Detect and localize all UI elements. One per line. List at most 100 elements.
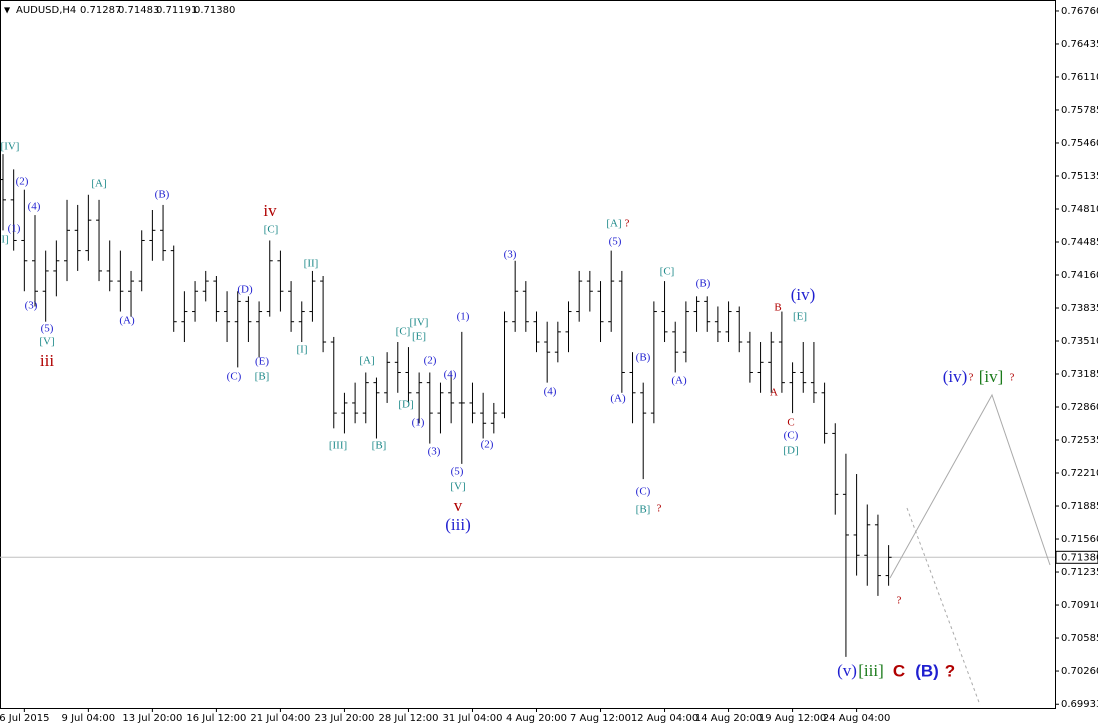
- wave-label: ?: [1010, 372, 1015, 384]
- wave-label: I]: [1, 234, 8, 246]
- wave-label: (iii): [445, 515, 471, 534]
- y-tick-label: 0.71885: [1061, 501, 1098, 512]
- x-tick-label: 14 Aug 20:00: [695, 713, 762, 724]
- wave-label: [III]: [329, 440, 347, 452]
- wave-label: (5): [41, 323, 54, 335]
- y-tick-label: 0.71235: [1061, 567, 1098, 578]
- triangle: ▼: [4, 6, 11, 15]
- x-tick-label: 4 Aug 20:00: [506, 713, 567, 724]
- header-price: 0.71287: [80, 5, 121, 16]
- x-tick-label: 7 Aug 12:00: [570, 713, 631, 724]
- wave-label: [IV]: [1, 141, 20, 153]
- wave-label: [I]: [297, 344, 308, 356]
- wave-label: iv: [263, 201, 277, 220]
- y-tick-label: 0.75135: [1061, 171, 1098, 182]
- wave-label: [V]: [39, 336, 54, 348]
- wave-label: (3): [428, 446, 441, 458]
- wave-label: [A]: [606, 218, 621, 230]
- wave-labels: [IV]I](1)(2)(4)(3)(5)[V]iii[A](A)(B)iv[C…: [1, 141, 1015, 681]
- wave-label: ?: [897, 595, 902, 607]
- x-tick-label: 19 Aug 12:00: [759, 713, 826, 724]
- wave-label: [B]: [372, 440, 387, 452]
- wave-label: [E]: [793, 311, 807, 323]
- wave-label: (A): [610, 393, 626, 405]
- y-tick-label: 0.70585: [1061, 633, 1098, 644]
- wave-label: (1): [457, 311, 470, 323]
- wave-label: [iv]: [979, 367, 1004, 386]
- wave-label: v: [454, 496, 463, 515]
- symbol: AUDUSD,H4: [16, 5, 76, 16]
- wave-label: (C): [784, 430, 799, 442]
- wave-label: [D]: [398, 399, 413, 411]
- wave-label: (D): [237, 284, 253, 296]
- wave-label: [A]: [359, 355, 374, 367]
- wave-label: [IV]: [410, 317, 429, 329]
- projection-dashed: [906, 507, 981, 706]
- x-tick-label: 6 Jul 2015: [0, 713, 49, 724]
- wave-label: [D]: [783, 445, 798, 457]
- wave-label: [C]: [396, 326, 411, 338]
- wave-label: (B): [696, 278, 711, 290]
- wave-label: [B]: [636, 504, 651, 516]
- wave-label: (4): [444, 369, 457, 381]
- x-tick-label: 31 Jul 04:00: [442, 713, 502, 724]
- x-tick-label: 9 Jul 04:00: [62, 713, 116, 724]
- wave-label: [E]: [412, 331, 426, 343]
- wave-label: [B]: [255, 371, 270, 383]
- wave-label: ?: [945, 661, 955, 680]
- y-tick-label: 0.76435: [1061, 39, 1098, 50]
- wave-label: (v): [837, 661, 857, 680]
- wave-label: (3): [504, 249, 517, 261]
- wave-label: [C]: [264, 224, 279, 236]
- wave-label: C: [893, 661, 905, 680]
- wave-label: (4): [544, 386, 557, 398]
- projection: [889, 393, 1051, 706]
- x-tick-label: 28 Jul 12:00: [378, 713, 438, 724]
- wave-label: [iii]: [858, 661, 884, 680]
- wave-label: (1): [8, 223, 21, 235]
- wave-label: (C): [227, 371, 242, 383]
- wave-label: [C]: [660, 266, 675, 278]
- price-bars: [0, 154, 892, 657]
- wave-label: (2): [481, 439, 494, 451]
- wave-label: (B): [155, 189, 170, 201]
- wave-label: (A): [671, 375, 687, 387]
- wave-label: (iv): [943, 367, 968, 386]
- wave-label: (C): [636, 486, 651, 498]
- wave-label: (5): [609, 236, 622, 248]
- wave-label: (A): [119, 315, 135, 327]
- wave-label: (B): [915, 661, 939, 680]
- wave-label: (2): [424, 355, 437, 367]
- header-price: 0.71483: [118, 5, 159, 16]
- x-tick-label: 24 Aug 04:00: [823, 713, 890, 724]
- header-price: 0.71380: [194, 5, 235, 16]
- wave-label: [II]: [304, 258, 319, 270]
- wave-label: iii: [40, 351, 54, 370]
- y-tick-label: 0.74485: [1061, 237, 1098, 248]
- wave-label: ?: [969, 372, 974, 384]
- wave-label: (5): [451, 466, 464, 478]
- wave-label: ?: [657, 503, 662, 515]
- wave-label: (E): [255, 356, 269, 368]
- wave-label: (3): [25, 300, 38, 312]
- wave-label: ?: [625, 218, 630, 230]
- x-tick-label: 23 Jul 20:00: [314, 713, 374, 724]
- last-price-label: 0.71380: [1061, 552, 1098, 563]
- wave-label: (1): [412, 417, 425, 429]
- x-tick-label: 13 Jul 20:00: [122, 713, 182, 724]
- projection-line: [889, 393, 1051, 579]
- plot-frame: [0, 0, 1056, 709]
- wave-label: (4): [28, 201, 41, 213]
- x-tick-label: 16 Jul 12:00: [186, 713, 246, 724]
- wave-label: C: [787, 417, 794, 429]
